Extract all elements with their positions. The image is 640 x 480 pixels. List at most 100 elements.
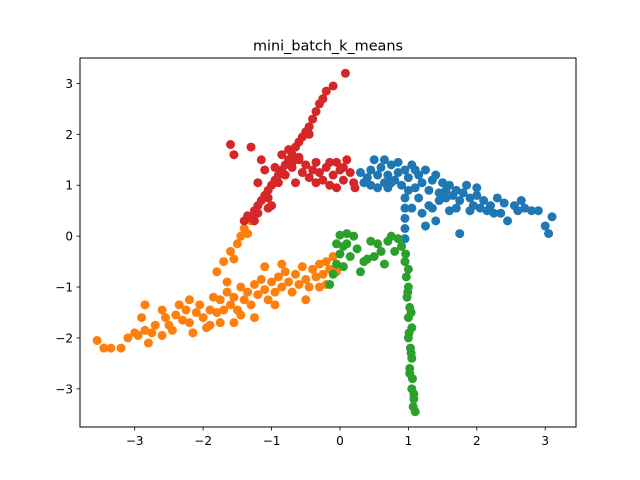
scatter-point-series-3 <box>246 142 256 152</box>
scatter-point-series-1 <box>328 252 338 261</box>
scatter-point-series-3 <box>314 168 324 178</box>
scatter-point-series-2 <box>400 257 410 267</box>
scatter-point-series-0 <box>462 180 472 190</box>
scatter-point-series-1 <box>215 295 225 305</box>
scatter-point-series-0 <box>400 213 410 223</box>
plot-area-frame <box>79 57 577 428</box>
scatter-point-series-1 <box>184 318 194 328</box>
scatter-point-series-2 <box>352 244 362 254</box>
scatter-point-series-2 <box>349 231 359 241</box>
scatter-point-series-3 <box>291 178 300 188</box>
scatter-point-series-1 <box>99 343 109 353</box>
scatter-point-series-3 <box>304 173 314 183</box>
scatter-point-series-1 <box>212 267 222 277</box>
scatter-point-series-0 <box>379 155 389 165</box>
scatter-point-series-3 <box>328 81 338 91</box>
scatter-point-series-3 <box>277 150 287 160</box>
scatter-point-series-0 <box>492 193 502 203</box>
scatter-point-series-0 <box>420 221 430 231</box>
scatter-point-series-1 <box>229 254 239 264</box>
scatter-point-series-0 <box>366 180 376 190</box>
scatter-point-series-1 <box>157 330 167 340</box>
scatter-point-series-2 <box>401 272 411 282</box>
scatter-point-series-0 <box>434 196 444 206</box>
scatter-point-series-1 <box>222 287 232 297</box>
scatter-point-series-0 <box>400 224 410 233</box>
scatter-point-series-2 <box>369 252 379 261</box>
scatter-point-series-1 <box>277 282 287 292</box>
scatter-point-series-2 <box>390 246 400 256</box>
scatter-point-series-0 <box>458 188 468 198</box>
scatter-point-series-3 <box>263 193 273 203</box>
scatter-point-series-1 <box>246 300 256 310</box>
scatter-point-series-0 <box>397 180 407 190</box>
scatter-point-series-0 <box>465 193 475 203</box>
scatter-point-series-3 <box>321 86 331 96</box>
scatter-point-series-0 <box>393 157 403 167</box>
scatter-point-series-2 <box>376 246 386 256</box>
scatter-point-series-2 <box>345 252 355 261</box>
scatter-point-series-1 <box>270 287 280 297</box>
scatter-point-series-1 <box>232 239 242 249</box>
scatter-point-series-1 <box>280 267 290 277</box>
scatter-point-series-3 <box>325 180 335 190</box>
scatter-point-series-0 <box>359 178 369 188</box>
scatter-point-series-3 <box>332 157 342 167</box>
scatter-point-series-1 <box>226 246 236 256</box>
scatter-point-series-1 <box>304 282 314 292</box>
scatter-point-series-0 <box>400 165 410 175</box>
scatter-point-series-1 <box>297 262 307 272</box>
scatter-point-series-1 <box>243 287 253 297</box>
scatter-point-series-1 <box>150 320 160 330</box>
scatter-point-series-2 <box>379 259 389 269</box>
scatter-point-series-0 <box>386 178 396 188</box>
scatter-point-series-1 <box>219 257 229 267</box>
scatter-point-series-0 <box>455 229 465 239</box>
scatter-point-series-3 <box>304 122 314 132</box>
scatter-point-series-3 <box>253 178 263 188</box>
scatter-point-series-0 <box>451 185 461 195</box>
scatter-point-series-1 <box>208 292 218 302</box>
scatter-point-series-3 <box>311 157 321 167</box>
scatter-point-series-1 <box>287 287 297 297</box>
scatter-point-series-0 <box>465 206 475 216</box>
scatter-point-series-1 <box>236 282 246 292</box>
scatter-point-series-3 <box>332 183 342 193</box>
scatter-point-series-1 <box>188 328 198 338</box>
scatter-point-series-0 <box>451 203 461 213</box>
scatter-point-series-2 <box>403 287 413 297</box>
scatter-point-series-1 <box>263 295 273 305</box>
scatter-point-series-1 <box>236 310 246 320</box>
y-tick-label: 1 <box>65 179 73 193</box>
scatter-point-series-0 <box>485 201 495 211</box>
scatter-point-series-3 <box>273 178 283 188</box>
scatter-point-series-1 <box>239 295 249 305</box>
scatter-point-series-2 <box>404 328 414 338</box>
scatter-point-series-3 <box>304 129 314 139</box>
scatter-point-series-0 <box>544 229 554 239</box>
scatter-point-series-1 <box>318 269 328 279</box>
scatter-point-series-0 <box>386 160 396 170</box>
scatter-point-series-0 <box>403 185 413 195</box>
scatter-point-series-3 <box>249 216 259 226</box>
scatter-point-series-1 <box>277 259 287 269</box>
scatter-point-series-2 <box>386 231 396 241</box>
scatter-point-series-0 <box>366 165 376 175</box>
scatter-point-series-0 <box>489 208 499 218</box>
scatter-point-series-2 <box>397 241 407 251</box>
scatter-point-series-0 <box>420 165 430 175</box>
scatter-point-series-1 <box>198 313 208 323</box>
scatter-point-series-1 <box>229 292 239 302</box>
scatter-point-series-0 <box>479 196 489 206</box>
x-tick-label: 2 <box>473 434 481 448</box>
scatter-point-series-1 <box>205 320 215 330</box>
scatter-point-series-2 <box>338 241 348 251</box>
scatter-point-series-2 <box>405 369 415 379</box>
x-tick-label: 3 <box>541 434 549 448</box>
scatter-point-series-1 <box>284 277 294 287</box>
scatter-point-series-1 <box>147 328 157 338</box>
scatter-point-series-0 <box>527 206 537 216</box>
scatter-point-series-3 <box>287 157 297 167</box>
scatter-point-series-3 <box>267 201 277 211</box>
